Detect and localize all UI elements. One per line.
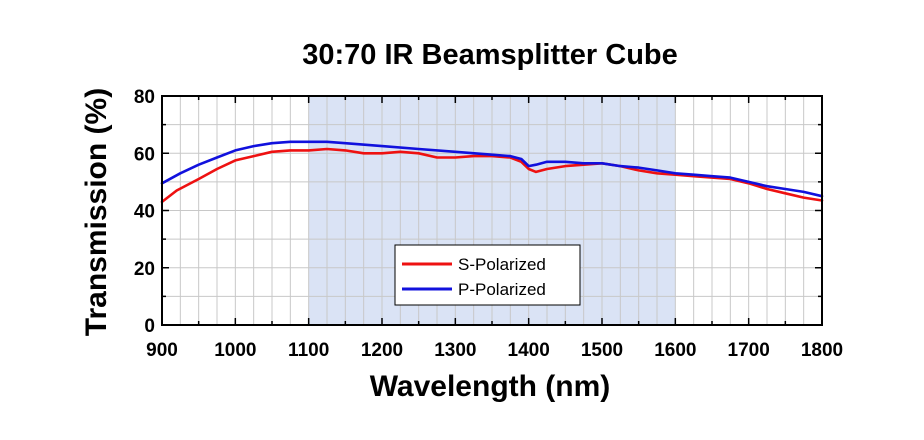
- y-tick-label: 80: [134, 87, 155, 108]
- x-tick-label: 1600: [654, 340, 696, 361]
- x-tick-label: 1800: [801, 340, 843, 361]
- plot-frame: [161, 95, 823, 326]
- legend: S-Polarized P-Polarized: [394, 244, 581, 306]
- x-tick-label: 1700: [728, 340, 770, 361]
- x-axis-label: Wavelength (nm): [370, 370, 611, 403]
- x-tick-label: 900: [146, 340, 178, 361]
- y-axis-label: Transmission (%): [80, 88, 113, 336]
- x-tick-label: 1000: [214, 340, 256, 361]
- series-layer: [160, 140, 824, 204]
- x-tick-label: 1500: [581, 340, 623, 361]
- y-tick-label: 60: [134, 144, 155, 165]
- x-tick-labels: 900 1000 1100 1200 1300 1400 1500 1600 1700 1800: [146, 340, 843, 361]
- y-tick-labels: 0 20 40 60 80: [134, 87, 155, 337]
- series-line-p-polarized: [160, 140, 824, 198]
- y-tick-label: 0: [144, 316, 155, 337]
- y-tick-label: 20: [134, 259, 155, 280]
- y-tick-label: 40: [134, 202, 155, 223]
- chart-title: 30:70 IR Beamsplitter Cube: [302, 39, 678, 71]
- legend-label-s-polarized: S-Polarized: [458, 255, 546, 274]
- x-tick-label: 1200: [361, 340, 403, 361]
- series-line-s-polarized: [160, 147, 824, 204]
- x-tick-label: 1300: [434, 340, 476, 361]
- x-tick-label: 1100: [288, 340, 329, 361]
- legend-label-p-polarized: P-Polarized: [458, 280, 546, 299]
- legend-box: [394, 244, 581, 306]
- x-tick-label: 1400: [508, 340, 550, 361]
